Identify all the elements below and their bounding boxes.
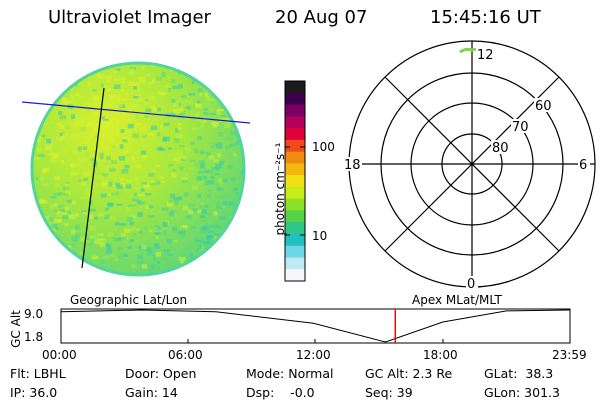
uv-image-panel bbox=[21, 61, 251, 277]
colorbar-band bbox=[285, 245, 305, 258]
track-label-geographic: Geographic Lat/Lon bbox=[70, 293, 188, 307]
meta-gc-alt: GC Alt: 2.3 Re bbox=[365, 366, 453, 381]
colorbar-band bbox=[285, 163, 305, 176]
track-ytick-1-8: 1.8 bbox=[24, 330, 44, 344]
geographic-longitude-line bbox=[81, 87, 105, 269]
meta-door: Door: Open bbox=[125, 366, 197, 381]
mlt-label-6: 6 bbox=[579, 158, 587, 173]
colorbar bbox=[284, 80, 306, 282]
image-time: 15:45:16 UT bbox=[430, 7, 541, 28]
colorbar-gradient bbox=[285, 81, 305, 282]
meta-filter: Flt: LBHL bbox=[10, 366, 66, 381]
meta-gain: Gain: 14 bbox=[125, 385, 178, 400]
colorbar-band bbox=[285, 116, 305, 129]
altitude-curve bbox=[60, 309, 570, 343]
mlt-label-18: 18 bbox=[344, 158, 361, 173]
meta-glat: GLat: 38.3 bbox=[484, 366, 554, 381]
colorbar-band bbox=[285, 92, 305, 106]
meta-dsp: Dsp: -0.0 bbox=[246, 385, 315, 400]
track-xtick-1200: 12:00 bbox=[296, 348, 331, 362]
colorbar-band bbox=[285, 128, 305, 141]
meta-ip: IP: 36.0 bbox=[10, 385, 58, 400]
track-xtick-1800: 18:00 bbox=[423, 348, 458, 362]
colorbar-tick-label-100: 100 bbox=[312, 140, 335, 154]
mlat-label-80: 80 bbox=[492, 141, 509, 156]
colorbar-band bbox=[285, 257, 305, 270]
app-title: Ultraviolet Imager bbox=[48, 7, 211, 28]
colorbar-label: photon cm⁻²s⁻¹ bbox=[273, 142, 287, 236]
track-xtick-0000: 00:00 bbox=[42, 348, 77, 362]
track-axis-title: GC Alt bbox=[8, 310, 23, 348]
colorbar-band bbox=[285, 222, 305, 235]
mlt-label-0: 0 bbox=[467, 277, 475, 292]
colorbar-band bbox=[285, 186, 305, 200]
track-label-apex: Apex MLat/MLT bbox=[412, 293, 502, 307]
altitude-track-plot bbox=[60, 308, 571, 344]
meta-seq: Seq: 39 bbox=[365, 385, 413, 400]
polar-diagonal-2 bbox=[384, 76, 560, 252]
meta-glon: GLon: 301.3 bbox=[484, 385, 560, 400]
colorbar-band bbox=[285, 81, 305, 94]
image-date: 20 Aug 07 bbox=[275, 7, 368, 28]
colorbar-band bbox=[285, 175, 305, 188]
colorbar-band bbox=[285, 210, 305, 223]
track-xtick-0600: 06:00 bbox=[168, 348, 203, 362]
track-ytick-9: 9.0 bbox=[24, 307, 44, 321]
colorbar-band bbox=[285, 151, 305, 164]
colorbar-band bbox=[285, 269, 305, 282]
geographic-latitude-line bbox=[21, 101, 251, 124]
colorbar-band bbox=[285, 104, 305, 117]
colorbar-band bbox=[285, 233, 305, 247]
polar-grid: 12 6 0 18 60 70 80 bbox=[344, 40, 596, 292]
track-xtick-2359: 23:59 bbox=[552, 348, 587, 362]
colorbar-tick-label-10: 10 bbox=[312, 229, 328, 243]
mlat-label-70: 70 bbox=[512, 120, 529, 135]
mlat-label-60: 60 bbox=[535, 99, 552, 114]
uv-disk-edge bbox=[30, 61, 246, 277]
colorbar-band bbox=[285, 139, 305, 153]
uv-disk bbox=[32, 63, 244, 275]
colorbar-band bbox=[285, 198, 305, 211]
mlt-label-12: 12 bbox=[477, 48, 494, 63]
meta-mode: Mode: Normal bbox=[246, 366, 334, 381]
